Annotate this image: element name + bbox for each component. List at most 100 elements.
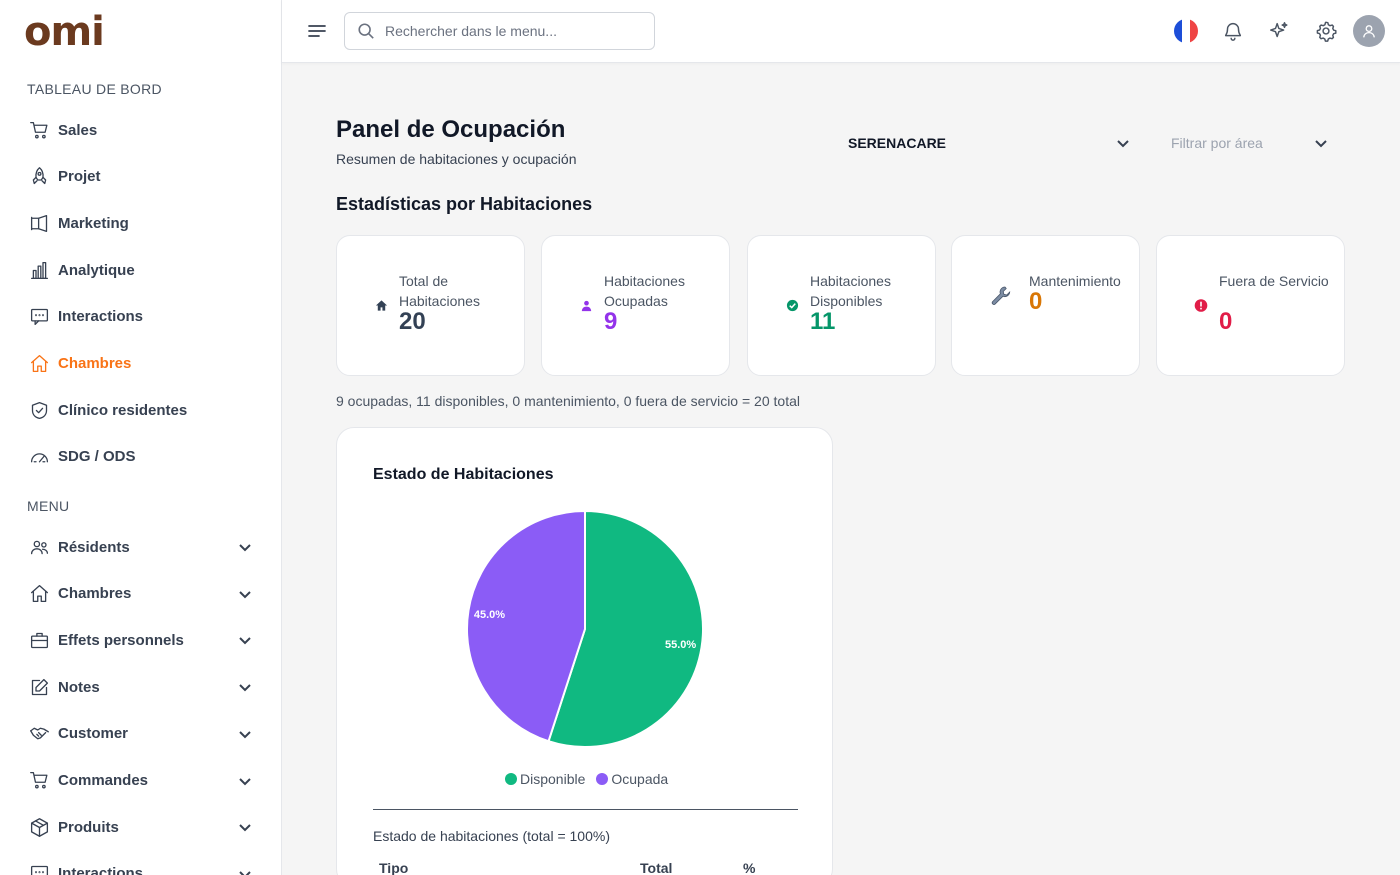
pie-slice-ocupada[interactable] xyxy=(466,509,586,743)
stat-value: 20 xyxy=(399,308,426,335)
sidebar-item-label: Clínico residentes xyxy=(58,401,188,419)
sidebar-item-label: Sales xyxy=(58,121,98,139)
chevron-down-icon[interactable] xyxy=(238,540,252,554)
sidebar-item-interactions[interactable]: Interactions xyxy=(0,854,281,875)
bell-icon[interactable] xyxy=(1220,18,1246,44)
sidebar-item-chambres[interactable]: Chambres xyxy=(0,574,281,614)
sidebar-item-produits[interactable]: Produits xyxy=(0,807,281,847)
sidebar-item-label: Projet xyxy=(58,168,101,186)
chevron-down-icon[interactable] xyxy=(238,587,252,601)
chevron-down-icon[interactable] xyxy=(238,867,252,875)
legend-item-ocupada[interactable]: Ocupada xyxy=(596,771,668,787)
search-icon xyxy=(358,23,374,39)
sidebar-item-label: Effets personnels xyxy=(58,631,184,649)
stat-label: Fuera de Servicio xyxy=(1219,273,1329,289)
chevron-down-icon[interactable] xyxy=(238,727,252,741)
chevron-down-icon[interactable] xyxy=(238,633,252,647)
sidebar-item-label: Interactions xyxy=(58,308,144,326)
person-icon xyxy=(579,298,593,312)
stat-label: Habitaciones Disponibles xyxy=(810,273,891,309)
chevron-down-icon[interactable] xyxy=(238,774,252,788)
chart-title: Estado de Habitaciones xyxy=(373,466,554,483)
briefcase-icon xyxy=(28,629,50,651)
sidebar-item-label: Analytique xyxy=(58,261,135,279)
chevron-down-icon[interactable] xyxy=(238,680,252,694)
sidebar-item-analytique[interactable]: Analytique xyxy=(0,250,281,290)
sparkles-icon[interactable] xyxy=(1266,18,1292,44)
sidebar-item-r-sidents[interactable]: Résidents xyxy=(0,527,281,567)
room-status-chart-card: Estado de Habitaciones 55.0% 45.0% Dispon… xyxy=(336,427,833,875)
app-logo[interactable]: omi xyxy=(24,9,105,55)
area-filter-placeholder: Filtrar por área xyxy=(1171,135,1263,151)
stat-card-habitaciones-disponibles: Habitaciones Disponibles 11 xyxy=(747,235,936,376)
pie-label-disponible: 55.0% xyxy=(665,639,696,651)
sidebar-item-notes[interactable]: Notes xyxy=(0,667,281,707)
cart-icon xyxy=(28,119,50,141)
search-input[interactable] xyxy=(385,23,635,39)
pie-chart: 55.0% 45.0% xyxy=(466,509,704,748)
message-icon xyxy=(28,863,50,875)
box-icon xyxy=(28,816,50,838)
handshake-icon xyxy=(28,723,50,745)
sidebar: omi TABLEAU DE BORD Sales Projet Marketing… xyxy=(0,0,282,875)
wrench-icon xyxy=(989,284,1015,310)
edit-note-icon xyxy=(28,676,50,698)
facility-select-value: SERENACARE xyxy=(848,135,947,151)
stat-label: Total de Habitaciones xyxy=(399,273,480,309)
sidebar-item-label: Produits xyxy=(58,818,119,836)
sidebar-item-cl-nico-residentes[interactable]: Clínico residentes xyxy=(0,390,281,430)
sidebar-item-interactions[interactable]: Interactions xyxy=(0,297,281,337)
legend-label: Disponible xyxy=(520,771,586,787)
chevron-down-icon[interactable] xyxy=(238,820,252,834)
stat-card-mantenimiento: Mantenimiento 0 xyxy=(951,235,1140,376)
sidebar-item-label: Customer xyxy=(58,725,129,743)
house-icon xyxy=(374,298,388,312)
chart-legend: Disponible Ocupada xyxy=(505,771,668,787)
sidebar-item-commandes[interactable]: Commandes xyxy=(0,761,281,801)
users-icon xyxy=(28,536,50,558)
sidebar-item-projet[interactable]: Projet xyxy=(0,157,281,197)
legend-item-disponible[interactable]: Disponible xyxy=(505,771,585,787)
gear-icon[interactable] xyxy=(1313,18,1339,44)
menu-toggle-icon[interactable] xyxy=(306,20,328,42)
page-subtitle: Resumen de habitaciones y ocupación xyxy=(336,151,577,167)
language-flag-icon[interactable] xyxy=(1174,19,1198,43)
stats-section-title: Estadísticas por Habitaciones xyxy=(336,194,593,214)
menu-section-title: MENU xyxy=(27,498,70,514)
stat-value: 9 xyxy=(604,308,618,335)
stat-card-total-de-habitaciones: Total de Habitaciones 20 xyxy=(336,235,525,376)
sidebar-item-effets-personnels[interactable]: Effets personnels xyxy=(0,620,281,660)
table-header-percent: % xyxy=(743,860,756,875)
sidebar-item-label: Commandes xyxy=(58,772,149,789)
sidebar-item-label: Chambres xyxy=(58,585,132,603)
message-icon xyxy=(28,306,50,328)
bar-chart-icon xyxy=(28,259,50,281)
stat-label: Mantenimiento xyxy=(1029,273,1121,289)
divider xyxy=(373,809,798,810)
avatar[interactable] xyxy=(1353,15,1385,47)
sidebar-item-customer[interactable]: Customer xyxy=(0,714,281,754)
rocket-icon xyxy=(28,166,50,188)
pie-slice-disponible[interactable] xyxy=(547,509,704,748)
stat-value: 0 xyxy=(1219,308,1233,335)
user-icon xyxy=(1363,25,1375,38)
stats-summary: 9 ocupadas, 11 disponibles, 0 mantenimie… xyxy=(336,393,800,409)
pie-label-ocupada: 45.0% xyxy=(474,609,505,621)
sidebar-item-marketing[interactable]: Marketing xyxy=(0,203,281,243)
stat-label: Habitaciones Ocupadas xyxy=(604,273,685,309)
sidebar-item-sales[interactable]: Sales xyxy=(0,110,281,150)
facility-select[interactable]: SERENACARE xyxy=(848,128,1130,158)
megaphone-icon xyxy=(28,212,50,234)
sidebar-item-sdg-ods[interactable]: SDG / ODS xyxy=(0,437,281,477)
area-filter-select[interactable]: Filtrar por área xyxy=(1171,128,1329,158)
gauge-icon xyxy=(28,446,50,468)
alert-circle-icon xyxy=(1194,298,1208,312)
page-title: Panel de Ocupación xyxy=(336,116,566,143)
sidebar-item-label: Résidents xyxy=(58,538,130,556)
sidebar-item-label: SDG / ODS xyxy=(58,448,136,466)
legend-swatch xyxy=(596,773,609,785)
stat-card-fuera-de-servicio: Fuera de Servicio 0 xyxy=(1156,235,1345,376)
shield-check-icon xyxy=(28,399,50,421)
search-box[interactable] xyxy=(344,12,655,50)
sidebar-item-chambres[interactable]: Chambres xyxy=(0,344,281,384)
